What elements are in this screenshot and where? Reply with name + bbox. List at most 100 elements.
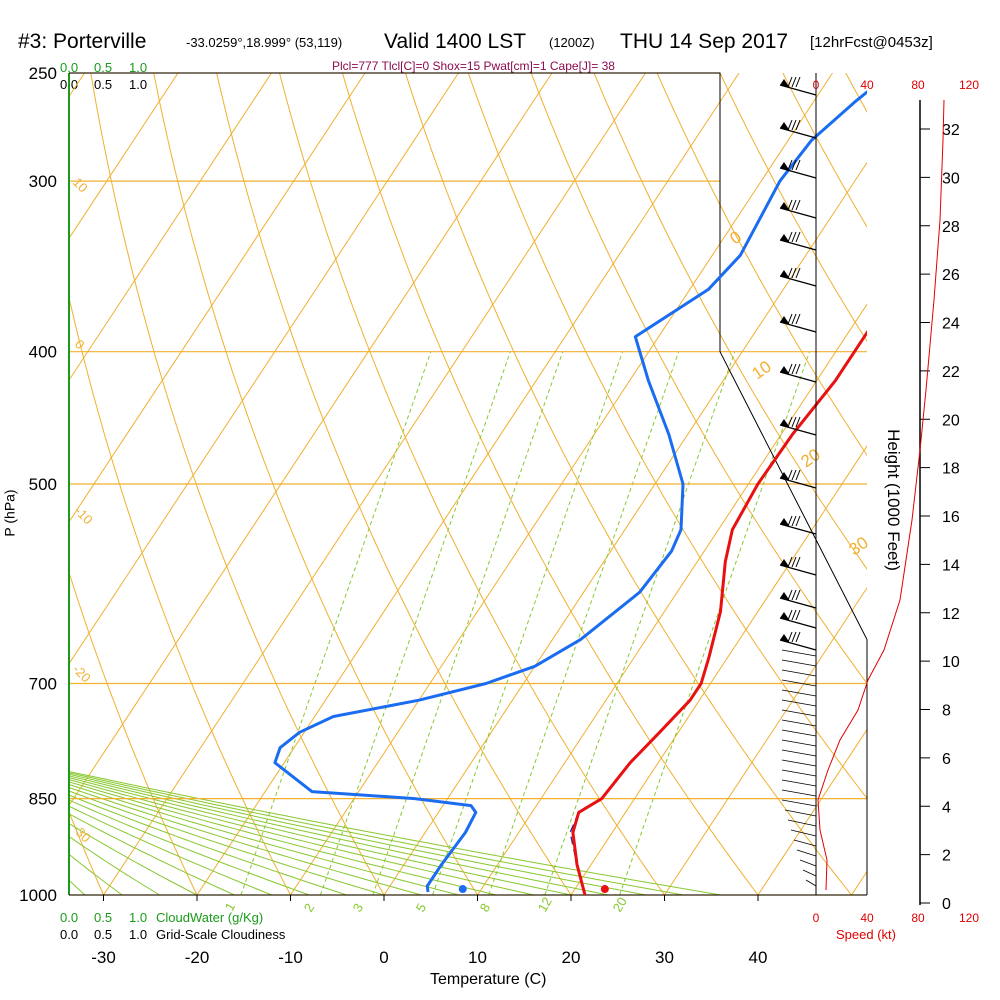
speed-tick-label-bottom: 40 (860, 911, 874, 925)
surface-dewpoint-marker (458, 885, 467, 894)
wind-barb (781, 799, 817, 807)
wind-barb (779, 199, 817, 219)
cloud-scale-bottom-black-2: 1.0 (129, 927, 148, 942)
pressure-tick-label: 500 (29, 475, 57, 494)
dewpoint-line (273, 90, 867, 893)
mixing-ratio-label: 8 (477, 901, 494, 915)
wind-barb (781, 649, 817, 657)
dry-adiabat-line (153, 73, 478, 895)
moist-adiabat-label: 0 (72, 337, 88, 353)
moist-adiabat-label: -20 (70, 662, 94, 686)
pressure-tick-label: 250 (29, 64, 57, 83)
x-tick-label: -20 (185, 948, 210, 967)
station-title: #3: Porterville (18, 30, 147, 53)
mixing-ratio-label: 3 (350, 901, 367, 915)
wind-barb (787, 819, 817, 827)
wind-barb (781, 709, 817, 717)
speed-tick-label-bottom: 120 (959, 911, 979, 925)
pressure-tick-label: 700 (29, 675, 57, 694)
height-tick-label: 30 (942, 170, 960, 187)
wind-barb (779, 231, 817, 251)
moist-adiabat-label: -10 (72, 504, 96, 528)
stability-indices: Plcl=777 Tlcl[C]=0 Shox=15 Pwat[cm]=1 Ca… (332, 59, 615, 73)
wind-barb (781, 699, 817, 707)
mixing-ratio-line (619, 351, 811, 895)
moist-adiabat-line (69, 805, 272, 895)
mixing-ratio-line (488, 351, 680, 895)
moist-adiabat-line (69, 777, 572, 895)
dry-adiabat-line (0, 73, 10, 895)
cloud-scale-bottom-green-0: 0.0 (60, 910, 79, 925)
x-tick-label: 10 (468, 948, 487, 967)
height-tick-label: 16 (942, 509, 960, 526)
mixing-ratio-label: 5 (413, 901, 430, 915)
wind-barb (779, 119, 817, 139)
wind-barb (779, 469, 817, 489)
dry-adiabat-label: 30 (845, 533, 871, 559)
wind-barb (796, 849, 817, 857)
wind-barb (781, 679, 817, 687)
wind-barb (802, 869, 817, 877)
dry-adiabat-line (69, 570, 198, 895)
mixing-ratio-line (372, 351, 564, 895)
isotherm-line (664, 586, 867, 895)
wind-barb (793, 839, 817, 847)
moist-adiabat-line (69, 786, 422, 895)
dry-adiabat-line (845, 73, 867, 113)
cloud-scale-top-green-0: 0.0 (60, 60, 79, 75)
moist-adiabat-line (69, 781, 497, 895)
speed-tick-label-bottom: 80 (911, 911, 925, 925)
dry-adiabat-label: 10 (748, 357, 774, 383)
wind-barb (781, 659, 817, 667)
dry-adiabat-line (719, 73, 867, 343)
wind-barb (781, 789, 817, 797)
wind-barb (779, 76, 817, 96)
wind-barb (779, 416, 817, 436)
wind-barb (781, 719, 817, 727)
speed-tick-label-bottom: 0 (813, 911, 820, 925)
speed-tick-label-top: 0 (813, 78, 820, 92)
dry-adiabat-line (467, 73, 867, 800)
wind-barb (779, 363, 817, 383)
dry-adiabat-line (216, 73, 572, 895)
dry-adiabat-line (90, 73, 385, 895)
moist-adiabat-line (0, 73, 26, 895)
height-tick-label: 2 (942, 848, 951, 865)
dry-adiabat-line (404, 73, 852, 895)
wind-barb (779, 589, 817, 609)
wind-barb (781, 779, 817, 787)
dry-adiabat-line (279, 73, 665, 895)
wind-barb (781, 669, 817, 677)
cloudwater-label: CloudWater (g/Kg) (156, 910, 264, 925)
x-tick-label: 20 (562, 948, 581, 967)
plot-frame (69, 72, 868, 895)
mixing-ratio-line (544, 351, 736, 895)
wind-barb (781, 759, 817, 767)
forecast-info: [12hrFcst@0453z] (810, 34, 933, 51)
height-tick-label: 20 (942, 412, 960, 429)
speed-tick-label-top: 40 (860, 78, 874, 92)
height-tick-label: 4 (942, 799, 951, 816)
cloud-scale-bottom-green-2: 1.0 (129, 910, 148, 925)
height-tick-label: 12 (942, 606, 960, 623)
moist-adiabat-line (69, 771, 721, 895)
wind-speed-profile (817, 99, 945, 891)
wind-barb (779, 631, 817, 651)
wind-barb (779, 556, 817, 576)
height-tick-label: 28 (942, 219, 960, 236)
wind-barb (781, 739, 817, 747)
isotherm-line (851, 870, 867, 895)
moist-adiabat-line (69, 783, 459, 895)
valid-time: Valid 1400 LST (384, 30, 527, 53)
moist-adiabat-line (69, 790, 385, 895)
wind-barb (779, 515, 817, 535)
wind-barb (781, 769, 817, 777)
dry-adiabat-line (909, 73, 1000, 895)
x-tick-label: 30 (655, 948, 674, 967)
height-tick-label: 14 (942, 557, 960, 574)
x-tick-label: -10 (278, 948, 303, 967)
moist-adiabat-line (69, 799, 310, 895)
temperature-line (571, 329, 867, 895)
cloud-scale-top-black-1: 0.5 (94, 77, 113, 92)
speed-tick-label-top: 120 (959, 78, 979, 92)
